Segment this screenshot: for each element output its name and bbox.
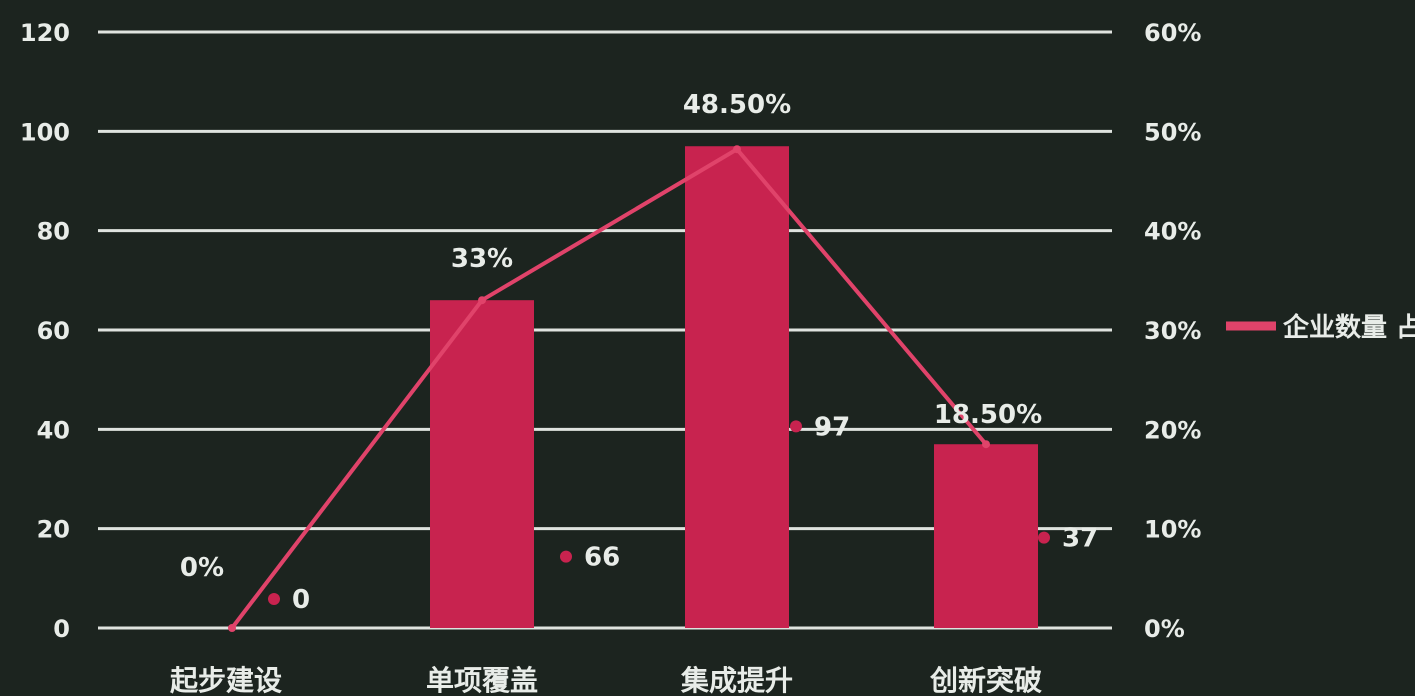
bar-label-marker [790, 420, 802, 433]
category-label: 单项覆盖 [426, 664, 538, 696]
left-axis-tick: 20 [37, 516, 70, 544]
right-axis-tick: 30% [1144, 317, 1201, 345]
bar-value-label: 97 [814, 412, 850, 442]
line-value-label: 18.50% [934, 400, 1042, 430]
right-axis-tick: 50% [1144, 118, 1201, 146]
line-value-label: 0% [180, 553, 224, 583]
bar-label-marker [560, 550, 572, 563]
bar-label-marker [1038, 531, 1050, 544]
left-axis-tick: 0 [53, 615, 70, 643]
right-axis-tick: 0% [1144, 615, 1185, 643]
bar-value-label: 37 [1062, 524, 1098, 554]
right-axis-tick: 40% [1144, 218, 1201, 246]
left-axis-tick: 100 [20, 118, 70, 146]
legend-label: 企业数量 占比 [1283, 312, 1415, 343]
left-axis-tick: 40 [37, 416, 70, 444]
category-label: 起步建设 [170, 664, 282, 696]
line-point [478, 296, 486, 305]
line-value-label: 48.50% [683, 90, 791, 120]
left-axis-tick: 60 [37, 317, 70, 345]
line-point [982, 440, 990, 449]
bar-label-marker [268, 593, 280, 605]
right-axis-tick: 20% [1144, 416, 1201, 444]
right-axis-tick: 10% [1144, 516, 1201, 544]
bar-value-label: 66 [584, 543, 620, 573]
left-axis-tick: 80 [37, 218, 70, 246]
bar-value-label: 0 [292, 585, 310, 615]
category-label: 集成提升 [680, 664, 793, 696]
bar [430, 300, 534, 628]
category-label: 创新突破 [929, 664, 1042, 696]
right-axis-tick: 60% [1144, 19, 1201, 47]
bar [934, 444, 1038, 628]
line-series [230, 147, 988, 630]
line-point [228, 624, 236, 632]
line-value-label: 33% [451, 244, 513, 274]
bar [685, 146, 789, 628]
line-point [733, 145, 741, 154]
left-axis-tick: 120 [20, 19, 70, 47]
